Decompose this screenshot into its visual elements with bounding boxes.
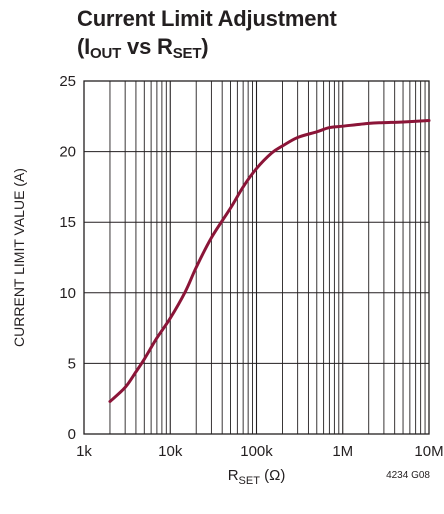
y-tick-label: 15: [59, 214, 76, 231]
x-tick-label: 10M: [414, 443, 443, 460]
y-tick-label: 5: [68, 355, 76, 372]
x-tick-label: 1k: [76, 443, 92, 460]
y-tick-label: 25: [59, 73, 76, 90]
x-tick-labels: 1k 10k 100k 1M 10M: [76, 443, 444, 460]
chart-title-line2: (IOUT vs RSET): [77, 34, 209, 62]
series-line: [108, 119, 431, 404]
grid: [84, 81, 429, 434]
chart-title-line1: Current Limit Adjustment: [77, 6, 337, 31]
series-layer: [108, 119, 431, 404]
plot-border: [83, 80, 430, 435]
x-axis-label: RSET (Ω): [228, 467, 286, 487]
y-tick-label: 10: [59, 285, 76, 302]
x-tick-label: 10k: [158, 443, 183, 460]
figure-id: 4234 G08: [386, 470, 430, 481]
y-axis-label: CURRENT LIMIT VALUE (A): [11, 168, 27, 347]
y-tick-label: 0: [68, 426, 76, 443]
plot-frame: [83, 80, 430, 435]
y-tick-label: 20: [59, 144, 76, 161]
x-tick-label: 100k: [240, 443, 273, 460]
x-tick-label: 1M: [332, 443, 353, 460]
y-tick-labels: 0 5 10 15 20 25: [59, 73, 76, 443]
